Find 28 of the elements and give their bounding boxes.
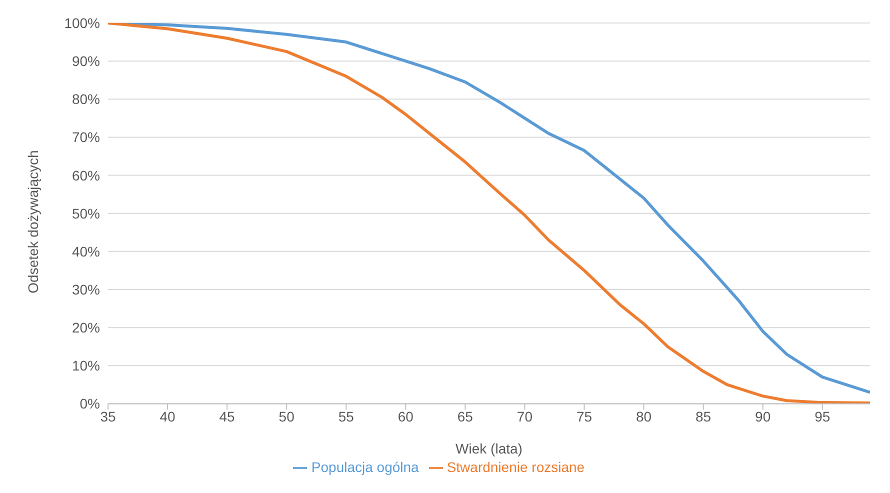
y-tick-label: 40%	[72, 243, 100, 260]
x-tick-label: 95	[814, 408, 830, 425]
y-tick-label: 50%	[72, 205, 100, 222]
x-tick-label: 70	[516, 408, 533, 425]
legend-label: Stwardnienie rozsiane	[446, 458, 585, 475]
x-tick-label: 90	[755, 408, 771, 425]
x-tick-label: 45	[219, 408, 236, 425]
y-tick-label: 10%	[72, 358, 100, 374]
x-tick-label: 40	[160, 408, 176, 425]
y-tick-label: 100%	[64, 14, 100, 31]
y-tick-label: 80%	[72, 91, 100, 108]
y-tick-label: 70%	[72, 129, 100, 146]
x-tick-label: 80	[636, 408, 652, 425]
x-tick-label: 55	[338, 408, 354, 425]
x-tick-label: 60	[398, 408, 414, 425]
x-tick-label: 65	[457, 408, 474, 425]
x-tick-label: 85	[696, 408, 712, 425]
x-tick-label: 75	[576, 408, 592, 425]
x-axis-title: Wiek (lata)	[456, 440, 522, 457]
y-tick-label: 60%	[72, 167, 100, 184]
y-tick-label: 20%	[72, 320, 100, 336]
y-tick-label: 90%	[72, 53, 100, 70]
y-axis-title: Odsetek dożywających	[24, 150, 41, 294]
x-tick-label: 35	[100, 408, 116, 425]
x-tick-label: 50	[278, 408, 295, 425]
y-tick-label: 30%	[72, 281, 100, 298]
y-tick-label: 0%	[80, 396, 100, 412]
legend-label: Populacja ogólna	[311, 458, 419, 475]
